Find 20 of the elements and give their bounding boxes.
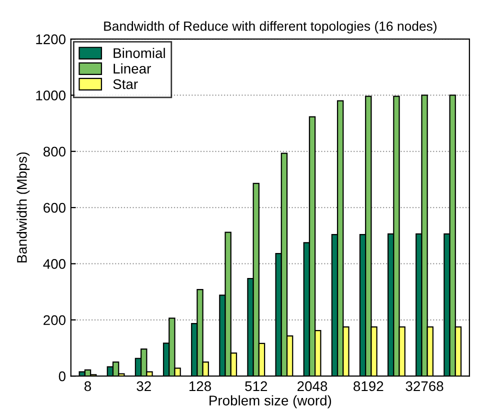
y-tick-label: 200 <box>44 315 66 326</box>
y-tick-label: 800 <box>43 146 66 157</box>
x-tick-label: 2048 <box>298 381 328 392</box>
x-tick-label: 8 <box>84 381 92 392</box>
legend-label: Star <box>113 79 138 90</box>
y-tick-label: 600 <box>44 202 66 213</box>
legend-label: Linear <box>114 63 151 74</box>
y-tick-label: 1200 <box>36 34 66 44</box>
chart-title: Bandwidth of Reduce with different topologies (16 nodes) <box>104 21 436 34</box>
x-tick-label: 32 <box>136 381 151 392</box>
y-tick-label: 1000 <box>36 90 66 100</box>
x-axis-title: Problem size (word) <box>210 395 332 408</box>
x-tick-label: 128 <box>189 381 211 392</box>
y-tick-label: 400 <box>43 259 66 269</box>
x-tick-label: 512 <box>245 381 268 392</box>
y-axis-title: Bandwidth (Mbps) <box>16 152 30 262</box>
x-tick-label: 8192 <box>354 381 384 392</box>
y-tick-label: 0 <box>58 371 66 382</box>
legend-label: Binomial <box>114 48 165 58</box>
x-tick-label: 32768 <box>406 381 444 392</box>
